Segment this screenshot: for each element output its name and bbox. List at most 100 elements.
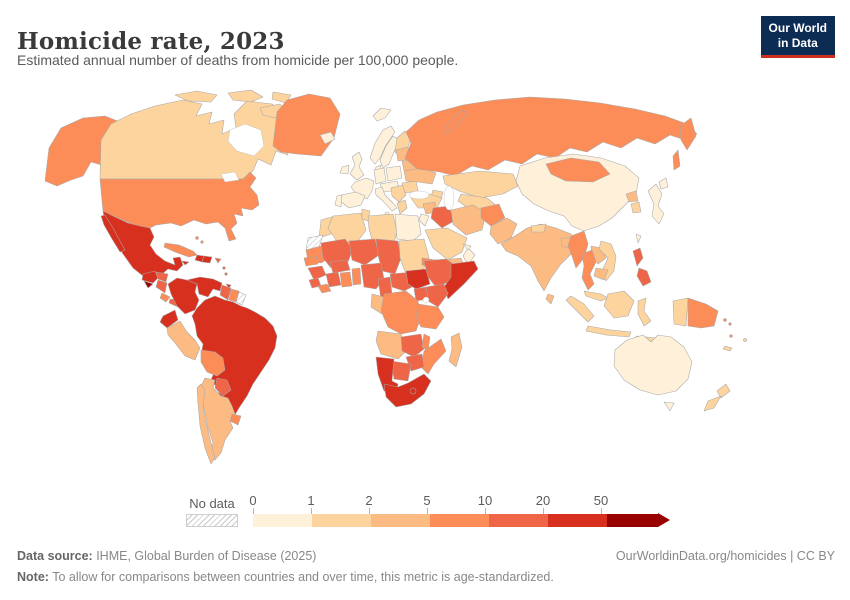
legend-bin-2-5[interactable] bbox=[371, 514, 430, 527]
country-kazakhstan[interactable] bbox=[442, 170, 519, 199]
country-indonesia-java[interactable] bbox=[585, 325, 632, 338]
country-togo-benin[interactable] bbox=[351, 267, 362, 286]
country-solomon-islands-2[interactable] bbox=[728, 322, 732, 326]
country-malaysia[interactable] bbox=[583, 290, 609, 302]
country-tanzania[interactable] bbox=[415, 303, 445, 330]
country-nepal[interactable] bbox=[530, 223, 547, 233]
country-taiwan[interactable] bbox=[635, 233, 642, 244]
country-uruguay[interactable] bbox=[229, 413, 242, 426]
country-fiji[interactable] bbox=[743, 338, 747, 342]
legend-bin-5-10[interactable] bbox=[430, 514, 489, 527]
country-somalia[interactable] bbox=[443, 260, 479, 300]
country-ireland[interactable] bbox=[339, 164, 350, 175]
country-burkina-faso[interactable] bbox=[329, 259, 351, 274]
country-indonesia-borneo[interactable] bbox=[603, 290, 635, 319]
country-guinea[interactable] bbox=[307, 265, 327, 281]
country-ivory-coast[interactable] bbox=[325, 271, 342, 288]
country-new-caledonia[interactable] bbox=[722, 345, 733, 352]
legend-bin-0-1[interactable] bbox=[253, 514, 312, 527]
country-venezuela[interactable] bbox=[186, 276, 223, 298]
country-argentina[interactable] bbox=[200, 377, 236, 461]
country-new-zealand-north[interactable] bbox=[716, 383, 731, 399]
country-poland[interactable] bbox=[385, 165, 403, 182]
country-bahamas[interactable] bbox=[195, 236, 199, 240]
country-russia-kamchatka[interactable] bbox=[679, 117, 697, 151]
country-madagascar[interactable] bbox=[448, 332, 463, 368]
legend-bin-50+[interactable] bbox=[607, 514, 658, 527]
country-russia[interactable] bbox=[404, 96, 698, 177]
country-peru[interactable] bbox=[166, 320, 201, 361]
legend-color-scale[interactable] bbox=[253, 513, 670, 527]
country-norway[interactable] bbox=[369, 125, 396, 165]
country-niger[interactable] bbox=[348, 238, 380, 266]
country-greenland[interactable] bbox=[272, 93, 341, 157]
country-angola[interactable] bbox=[375, 330, 407, 360]
country-papua-new-guinea[interactable] bbox=[687, 297, 719, 329]
country-philippines-mindanao[interactable] bbox=[636, 267, 652, 287]
country-mongolia[interactable] bbox=[545, 157, 611, 183]
country-canada-arctic-2[interactable] bbox=[227, 89, 264, 103]
country-indonesia-sulawesi[interactable] bbox=[637, 297, 652, 327]
country-japan-hokkaido[interactable] bbox=[658, 177, 669, 190]
legend-bin-20-50[interactable] bbox=[548, 514, 607, 527]
country-afghanistan[interactable] bbox=[480, 203, 506, 227]
country-south-africa[interactable] bbox=[383, 373, 432, 408]
country-botswana[interactable] bbox=[390, 360, 412, 382]
country-paraguay[interactable] bbox=[214, 377, 232, 397]
country-ghana[interactable] bbox=[339, 271, 353, 288]
country-gabon-congo[interactable] bbox=[370, 293, 385, 315]
legend-bin-1-2[interactable] bbox=[312, 514, 371, 527]
country-philippines-luzon[interactable] bbox=[632, 247, 644, 267]
country-bolivia[interactable] bbox=[200, 349, 226, 377]
country-tasmania[interactable] bbox=[663, 401, 675, 412]
country-honduras[interactable] bbox=[155, 271, 169, 283]
country-ecuador[interactable] bbox=[159, 309, 179, 329]
country-new-zealand-south[interactable] bbox=[703, 395, 722, 412]
country-guyana[interactable] bbox=[219, 284, 232, 301]
country-japan[interactable] bbox=[647, 183, 665, 225]
country-solomon-islands[interactable] bbox=[723, 318, 727, 322]
country-south-korea[interactable] bbox=[630, 201, 642, 214]
country-uk[interactable] bbox=[349, 151, 365, 181]
country-mexico-baja[interactable] bbox=[100, 214, 126, 253]
country-indonesia-sumatra[interactable] bbox=[565, 295, 595, 323]
legend-bin-10-20[interactable] bbox=[489, 514, 548, 527]
country-colombia[interactable] bbox=[167, 277, 200, 315]
country-nicaragua[interactable] bbox=[155, 279, 168, 294]
country-liberia[interactable] bbox=[317, 283, 332, 294]
country-italy[interactable] bbox=[374, 186, 398, 212]
country-el-salvador[interactable] bbox=[143, 280, 154, 289]
country-svalbard[interactable] bbox=[372, 107, 392, 122]
country-lesser-antilles-1[interactable] bbox=[222, 266, 226, 270]
country-iceland[interactable] bbox=[319, 131, 336, 145]
country-lesotho[interactable] bbox=[409, 387, 417, 395]
country-thailand[interactable] bbox=[581, 249, 597, 291]
country-israel-jordan[interactable] bbox=[418, 213, 430, 227]
country-cuba[interactable] bbox=[163, 242, 198, 258]
legend-no-data-swatch[interactable] bbox=[186, 514, 238, 527]
country-cambodia[interactable] bbox=[593, 267, 609, 281]
country-drc[interactable] bbox=[380, 290, 422, 335]
world-choropleth-map[interactable] bbox=[25, 88, 835, 490]
country-north-korea[interactable] bbox=[625, 190, 639, 203]
country-trinidad[interactable] bbox=[225, 283, 232, 289]
footer-attribution[interactable]: OurWorldinData.org/homicides | CC BY bbox=[615, 549, 835, 563]
country-jamaica[interactable] bbox=[181, 260, 190, 266]
country-costa-rica[interactable] bbox=[159, 292, 171, 303]
country-algeria[interactable] bbox=[327, 212, 367, 245]
country-south-sudan[interactable] bbox=[405, 268, 431, 290]
country-greece[interactable] bbox=[396, 199, 408, 215]
country-sri-lanka[interactable] bbox=[545, 293, 555, 305]
country-indonesia-papua[interactable] bbox=[672, 297, 689, 327]
country-lesser-antilles-2[interactable] bbox=[224, 272, 228, 276]
country-zambia[interactable] bbox=[400, 333, 425, 358]
country-french-guiana[interactable] bbox=[235, 291, 247, 306]
country-canada-arctic-1[interactable] bbox=[174, 90, 218, 103]
country-uae[interactable] bbox=[462, 243, 472, 251]
country-egypt[interactable] bbox=[394, 213, 422, 242]
country-vanuatu[interactable] bbox=[729, 334, 733, 338]
country-russia-sakhalin[interactable] bbox=[672, 149, 681, 171]
country-puerto-rico[interactable] bbox=[214, 257, 222, 264]
country-balkans[interactable] bbox=[390, 184, 407, 203]
country-guatemala[interactable] bbox=[141, 270, 159, 284]
